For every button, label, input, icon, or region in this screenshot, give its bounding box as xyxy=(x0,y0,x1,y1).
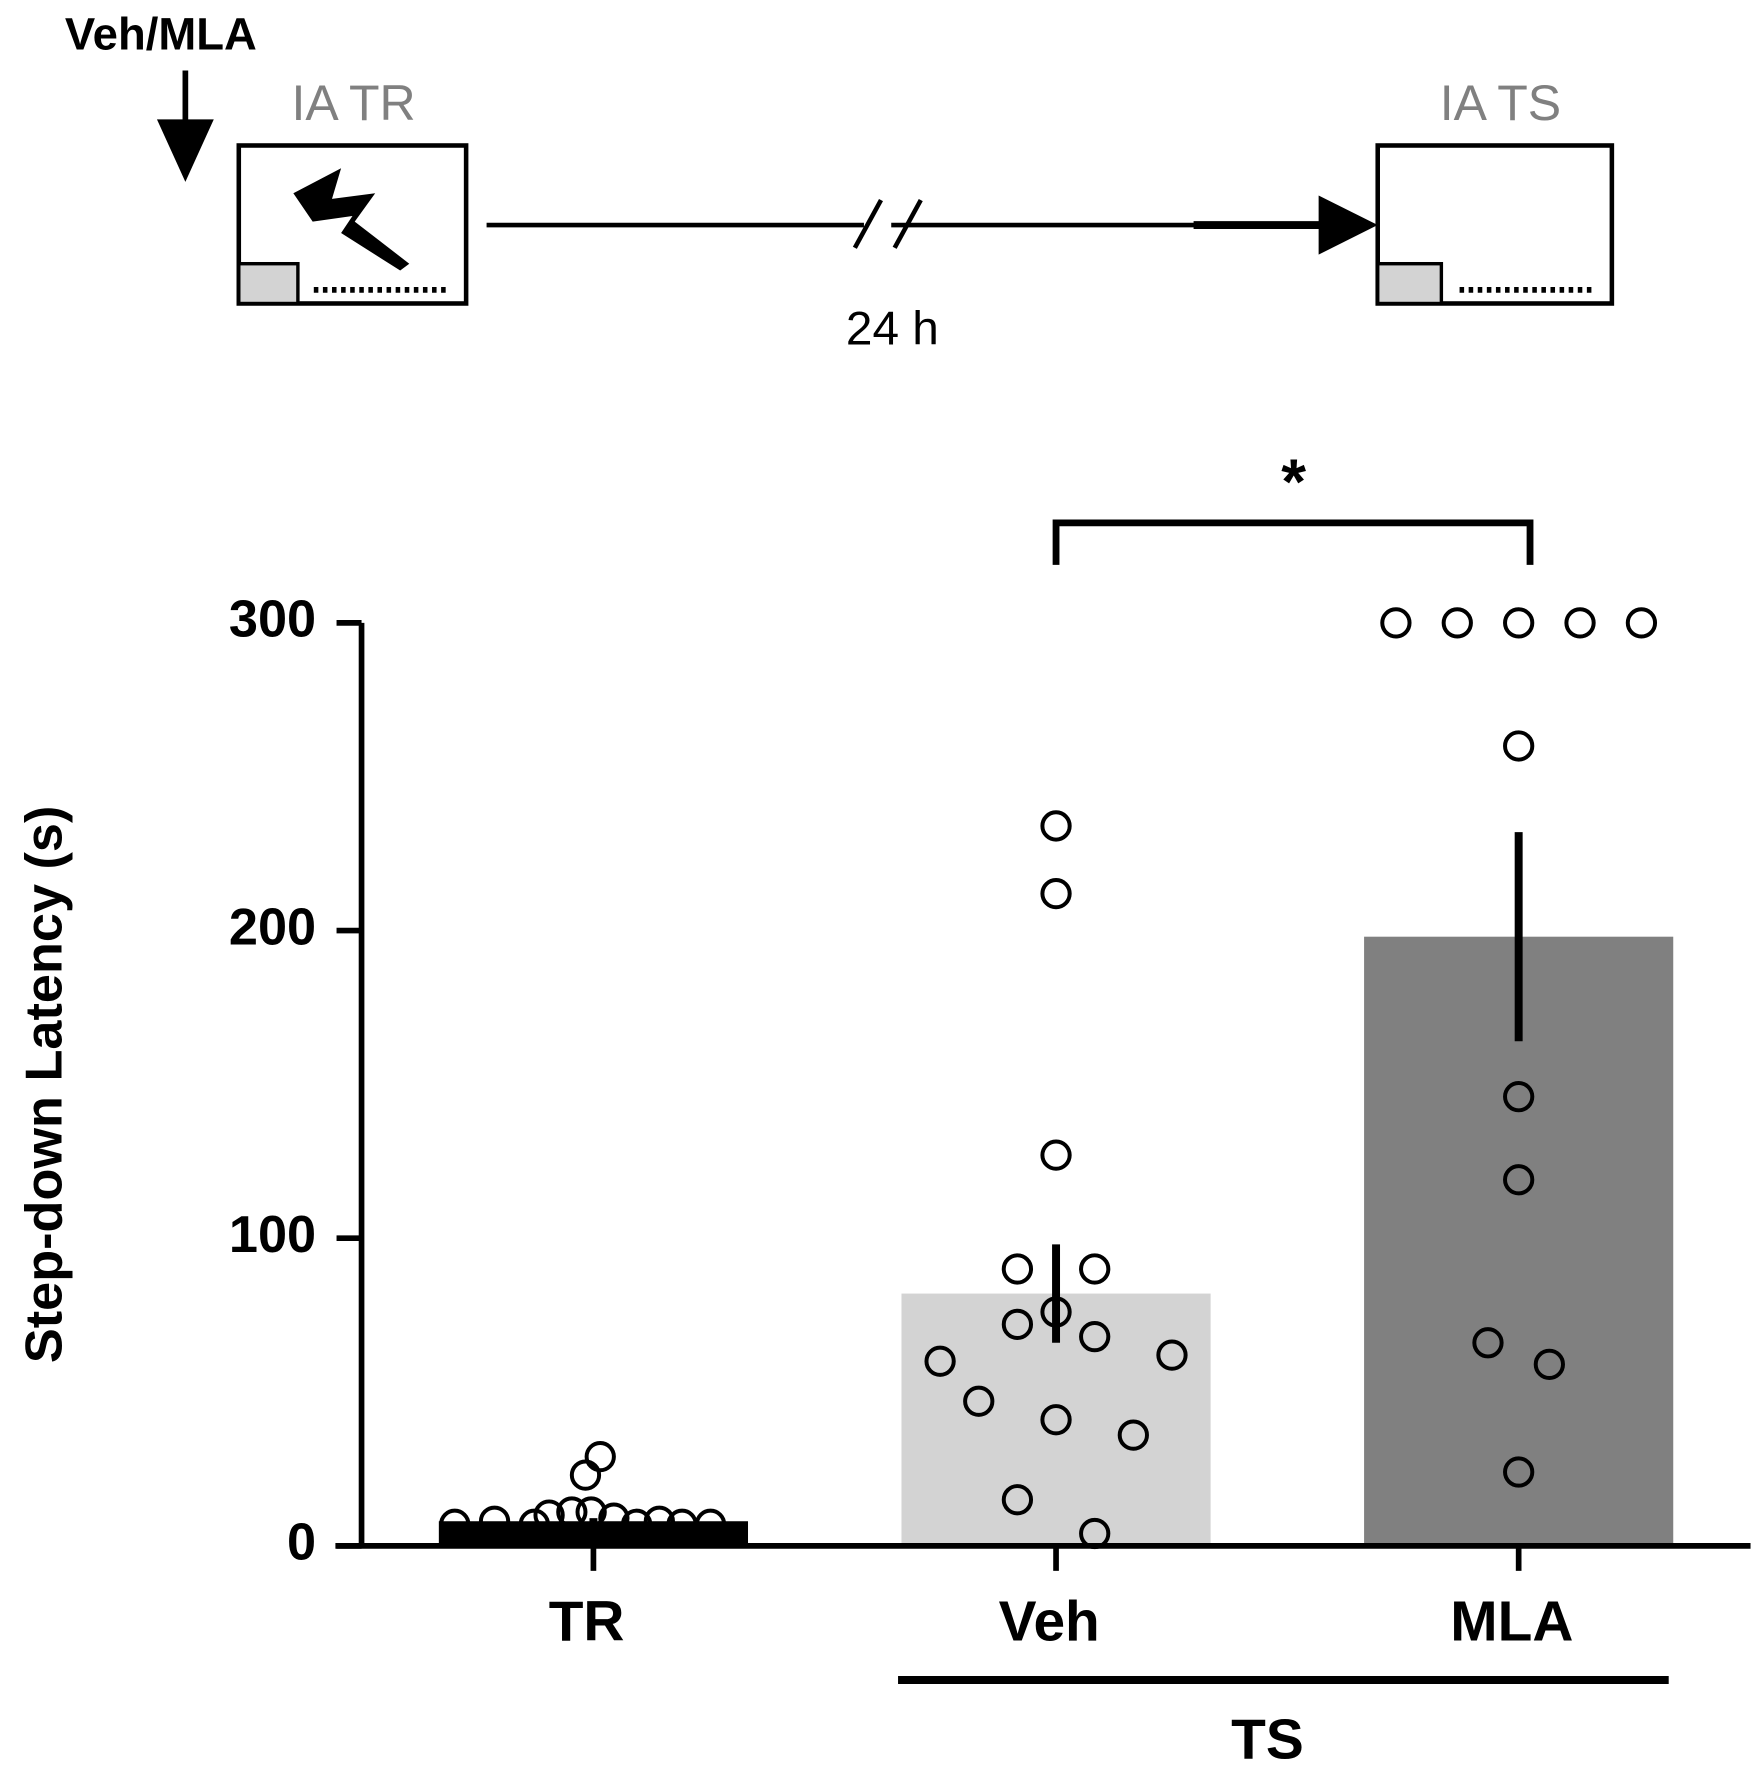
platform xyxy=(237,261,300,306)
data-point xyxy=(1380,607,1412,639)
shock-icon xyxy=(293,168,410,271)
data-point xyxy=(1503,1081,1535,1113)
break-slash xyxy=(892,198,923,249)
data-point xyxy=(1441,607,1473,639)
data-point xyxy=(694,1508,727,1540)
data-point xyxy=(1001,1308,1034,1340)
timeline-arrow xyxy=(1318,195,1378,255)
data-point xyxy=(963,1385,995,1417)
drug-label: Veh/MLA xyxy=(65,9,257,60)
significance-bracket xyxy=(1052,519,1534,565)
data-point xyxy=(1001,1484,1034,1516)
data-point xyxy=(1533,1348,1565,1380)
data-point xyxy=(598,1502,630,1534)
drug-arrow-head xyxy=(156,119,214,182)
x-tick-label: MLA xyxy=(1450,1590,1573,1653)
test-box xyxy=(1375,143,1615,306)
x-tick-label: Veh xyxy=(999,1590,1100,1653)
data-point xyxy=(620,1508,653,1540)
interval-label: 24 h xyxy=(846,303,939,356)
data-point xyxy=(478,1505,511,1537)
data-point xyxy=(1472,1327,1504,1359)
data-point xyxy=(1040,877,1072,910)
data-point xyxy=(1040,1139,1072,1171)
test-label: IA TS xyxy=(1440,75,1561,131)
data-point xyxy=(556,1496,588,1528)
schematic: Veh/MLA IA TR 24 h IA TS xyxy=(65,9,1615,356)
training-label: IA TR xyxy=(292,75,416,131)
y-tick-label: 200 xyxy=(229,898,316,956)
data-point xyxy=(1079,1321,1111,1353)
data-point xyxy=(1117,1419,1149,1451)
data-point xyxy=(1001,1253,1034,1285)
data-point xyxy=(1040,810,1072,842)
data-point xyxy=(1079,1253,1111,1285)
data-point xyxy=(584,1441,616,1473)
significance-star: * xyxy=(1281,446,1306,517)
data-point xyxy=(1564,607,1596,639)
data-point xyxy=(1503,1164,1535,1196)
y-tick-label: 0 xyxy=(287,1514,316,1572)
data-point xyxy=(1625,607,1658,639)
data-point xyxy=(924,1345,956,1377)
break-slash xyxy=(852,198,883,249)
y-axis-label: Step-down Latency (s) xyxy=(16,806,74,1364)
x-tick-label: TR xyxy=(549,1590,625,1653)
y-tick-label: 300 xyxy=(229,591,316,649)
data-point xyxy=(1156,1339,1188,1371)
data-point xyxy=(1503,607,1535,639)
data-point xyxy=(439,1508,471,1540)
data-point xyxy=(643,1505,675,1537)
data-point xyxy=(1503,730,1535,762)
data-point xyxy=(569,1459,602,1491)
group-label: TS xyxy=(1231,1709,1304,1772)
chart: Step-down Latency (s) 0 100 200 300 TR Veh MLA *… xyxy=(16,446,1751,1772)
data-point xyxy=(1040,1404,1072,1436)
platform xyxy=(1376,261,1444,306)
data-point xyxy=(1040,1296,1072,1328)
data-point xyxy=(533,1499,565,1531)
data-point xyxy=(575,1496,607,1528)
data-point xyxy=(1503,1456,1535,1488)
y-tick-label: 100 xyxy=(229,1206,316,1264)
